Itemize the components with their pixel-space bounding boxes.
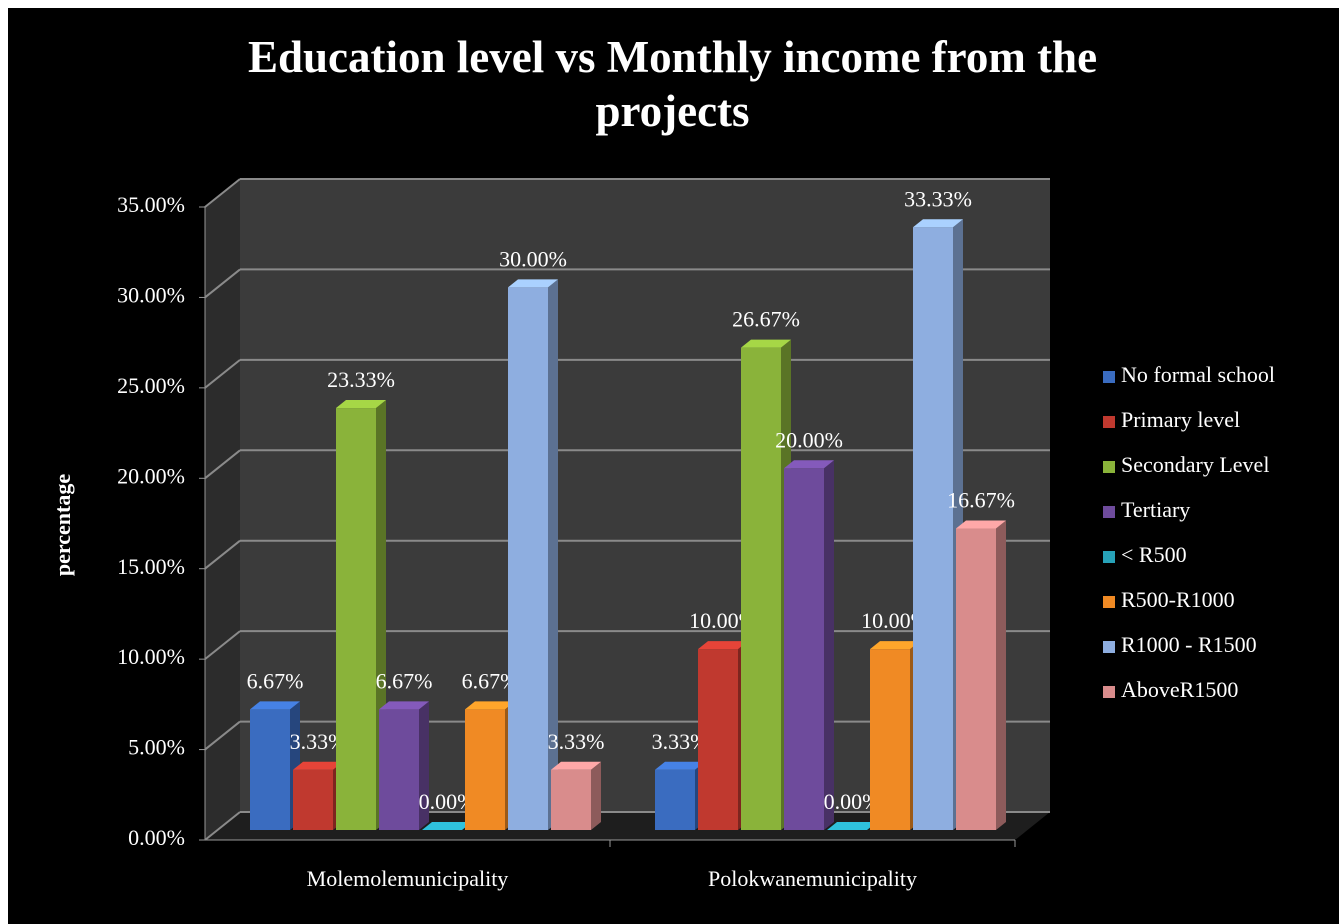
legend-label: < R500 xyxy=(1121,542,1187,567)
bar-side xyxy=(824,460,834,830)
legend-label: Primary level xyxy=(1121,407,1240,432)
bar xyxy=(698,649,738,830)
value-label: 30.00% xyxy=(499,246,567,271)
bar-top xyxy=(956,520,1006,529)
grid-line xyxy=(204,268,241,299)
legend-swatch xyxy=(1103,551,1115,563)
bar-top xyxy=(422,822,472,830)
grid-line xyxy=(204,449,241,480)
bar-top xyxy=(870,641,920,650)
y-tick-label: 10.00% xyxy=(117,644,185,669)
bar-top xyxy=(250,701,300,710)
bar-top xyxy=(508,279,558,288)
grid-line xyxy=(204,630,241,660)
legend-swatch xyxy=(1103,371,1115,383)
bar xyxy=(784,468,824,830)
bar-top xyxy=(465,701,515,710)
bar xyxy=(293,769,333,830)
legend-swatch xyxy=(1103,461,1115,473)
bar xyxy=(913,227,953,831)
bar-top xyxy=(336,400,386,409)
value-label: 20.00% xyxy=(775,427,843,452)
bar-top xyxy=(379,701,429,710)
bar-top xyxy=(784,460,834,469)
legend-swatch xyxy=(1103,506,1115,518)
bar xyxy=(551,769,591,830)
bar-top xyxy=(655,761,705,770)
y-tick-label: 15.00% xyxy=(117,554,185,579)
value-label: 26.67% xyxy=(732,307,800,332)
x-tick-label: Molemolemunicipality xyxy=(307,866,509,891)
bar xyxy=(741,347,781,830)
bar xyxy=(250,709,290,830)
bar-top xyxy=(293,761,343,770)
bar xyxy=(870,649,910,830)
bar-side xyxy=(419,701,429,830)
back-wall xyxy=(240,180,1050,812)
y-tick-label: 30.00% xyxy=(117,282,185,307)
bar xyxy=(336,408,376,830)
bar xyxy=(956,528,996,830)
legend-swatch xyxy=(1103,596,1115,608)
legend-swatch xyxy=(1103,416,1115,428)
y-tick-label: 0.00% xyxy=(128,825,185,850)
grid-line xyxy=(204,178,241,208)
bar-top xyxy=(551,761,601,770)
grid-line xyxy=(204,811,241,841)
legend-swatch xyxy=(1103,686,1115,698)
value-label: 33.33% xyxy=(904,186,972,211)
bar xyxy=(465,709,505,830)
grid-line xyxy=(204,720,241,751)
bar-top xyxy=(913,219,963,228)
y-axis-label: percentage xyxy=(50,474,75,576)
y-tick-label: 35.00% xyxy=(117,192,185,217)
bar xyxy=(379,709,419,830)
bar-side xyxy=(591,761,601,830)
side-wall xyxy=(205,180,240,840)
legend-label: R1000 - R1500 xyxy=(1121,632,1257,657)
legend-label: R500-R1000 xyxy=(1121,587,1235,612)
bar-side xyxy=(996,520,1006,830)
grid-line xyxy=(204,359,241,389)
bar-top xyxy=(741,339,791,348)
value-label: 3.33% xyxy=(548,729,605,754)
y-tick-label: 5.00% xyxy=(128,735,185,760)
bar xyxy=(655,769,695,830)
legend-label: No formal school xyxy=(1121,362,1275,387)
bar-top xyxy=(827,822,877,830)
y-tick-label: 20.00% xyxy=(117,463,185,488)
bar-top xyxy=(698,641,748,650)
x-tick-label: Polokwanemunicipality xyxy=(708,866,917,891)
legend-label: Tertiary xyxy=(1121,497,1190,522)
bar-side xyxy=(548,279,558,830)
bar xyxy=(508,287,548,830)
legend-swatch xyxy=(1103,641,1115,653)
chart-title: Education level vs Monthly income from t… xyxy=(247,32,1098,136)
y-tick-label: 25.00% xyxy=(117,373,185,398)
grid-line xyxy=(204,539,241,570)
value-label: 23.33% xyxy=(327,367,395,392)
legend-label: Secondary Level xyxy=(1121,452,1269,477)
value-label: 6.67% xyxy=(247,668,304,693)
value-label: 16.67% xyxy=(947,488,1015,513)
legend-label: AboveR1500 xyxy=(1121,677,1238,702)
value-label: 6.67% xyxy=(376,668,433,693)
